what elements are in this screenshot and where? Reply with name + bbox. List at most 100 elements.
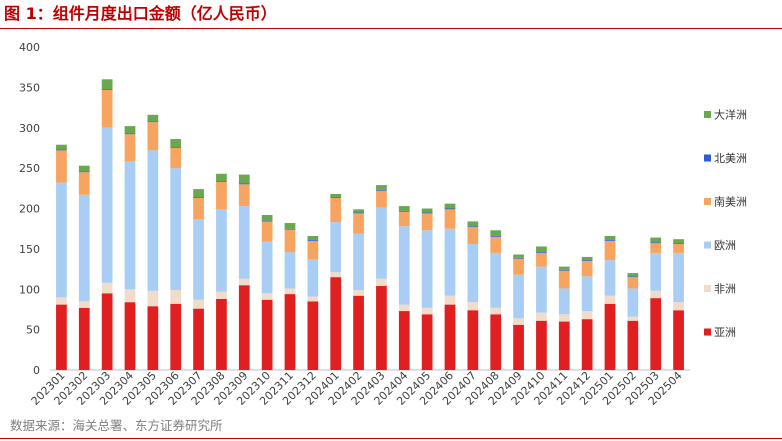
bar-segment-欧洲 [216, 209, 227, 292]
bar-segment-南美洲 [330, 198, 342, 223]
bar-segment-北美洲 [673, 243, 684, 245]
bar-segment-亚洲 [284, 294, 296, 370]
bar-segment-北美洲 [78, 171, 90, 173]
bar-stack-202504 [673, 239, 684, 370]
bar-segment-欧洲 [421, 230, 433, 308]
bar-segment-大洋洲 [101, 79, 113, 89]
bar-segment-欧洲 [147, 150, 159, 291]
bar-segment-亚洲 [193, 308, 204, 370]
bar-segment-南美洲 [490, 236, 502, 253]
bar-segment-欧洲 [673, 252, 684, 303]
bar-segment-非洲 [558, 314, 570, 322]
bar-segment-北美洲 [467, 226, 479, 228]
bar-stack-202402 [353, 209, 364, 370]
bar-segment-非洲 [170, 290, 182, 304]
bar-segment-欧洲 [650, 252, 662, 291]
bar-stack-202304 [124, 126, 136, 370]
bar-stack-202305 [147, 114, 159, 370]
bar-segment-非洲 [78, 301, 90, 308]
bar-stack-202310 [261, 214, 273, 370]
bar-segment-北美洲 [650, 242, 662, 244]
bar-segment-大洋洲 [650, 237, 662, 243]
bar-segment-南美洲 [467, 227, 479, 245]
bar-segment-大洋洲 [124, 126, 136, 134]
bar-stack-202303 [101, 79, 113, 370]
bar-segment-大洋洲 [284, 223, 296, 229]
bar-segment-大洋洲 [467, 221, 479, 227]
bar-segment-非洲 [261, 293, 273, 300]
bar-segment-北美洲 [627, 276, 639, 278]
bar-segment-北美洲 [124, 133, 136, 135]
bar-stack-202306 [170, 139, 182, 370]
bar-segment-大洋洲 [513, 254, 524, 258]
bar-segment-欧洲 [581, 276, 593, 312]
bar-segment-非洲 [216, 291, 227, 299]
legend-item-欧洲: 欧洲 [704, 239, 736, 252]
bar-segment-南美洲 [284, 229, 296, 253]
bar-segment-南美洲 [56, 150, 67, 183]
bar-stack-202312 [307, 235, 319, 370]
bar-segment-亚洲 [216, 298, 227, 370]
bar-segment-大洋洲 [261, 214, 273, 221]
bar-segment-大洋洲 [56, 144, 67, 150]
bar-stack-202311 [284, 223, 296, 370]
bar-segment-南美洲 [536, 252, 547, 267]
bar-segment-欧洲 [513, 274, 524, 319]
bar-segment-南美洲 [398, 211, 410, 227]
bar-segment-南美洲 [124, 134, 136, 162]
bar-segment-北美洲 [536, 252, 547, 253]
bar-stack-202501 [604, 235, 616, 370]
bar-segment-欧洲 [124, 161, 136, 290]
bar-segment-亚洲 [490, 314, 502, 370]
bar-segment-欧洲 [307, 259, 319, 297]
legend-item-非洲: 非洲 [704, 283, 736, 296]
bar-segment-南美洲 [673, 244, 684, 253]
bar-segment-非洲 [513, 318, 524, 325]
bar-segment-北美洲 [147, 121, 159, 123]
y-tick-label: 150 [19, 243, 40, 256]
bar-segment-北美洲 [193, 197, 204, 198]
bar-segment-大洋洲 [536, 246, 547, 253]
bar-segment-亚洲 [170, 303, 182, 370]
y-axis: 0 50 100 150 200 250 300 350 400 [19, 41, 40, 377]
bar-segment-大洋洲 [376, 185, 387, 190]
legend-label: 大洋洲 [714, 108, 747, 122]
bar-segment-南美洲 [558, 270, 570, 289]
y-tick-label: 0 [33, 364, 40, 377]
bar-segment-亚洲 [444, 304, 456, 370]
bar-segment-北美洲 [307, 239, 319, 241]
bar-segment-欧洲 [56, 182, 67, 298]
bar-segment-北美洲 [376, 189, 387, 191]
bar-segment-大洋洲 [238, 174, 250, 184]
bar-stack-202412 [581, 256, 593, 370]
bar-segment-大洋洲 [216, 173, 227, 182]
bar-stack-202403 [376, 185, 387, 370]
footer-divider [0, 438, 782, 439]
legend-label: 南美洲 [714, 196, 747, 209]
bar-stack-202409 [513, 254, 524, 370]
legend-swatch [704, 241, 711, 249]
bar-segment-大洋洲 [78, 165, 90, 172]
bar-segment-非洲 [604, 295, 616, 304]
bar-segment-北美洲 [330, 197, 342, 198]
bar-segment-欧洲 [170, 168, 182, 291]
bar-stack-202308 [216, 173, 227, 370]
bar-segment-亚洲 [238, 285, 250, 370]
bar-segment-亚洲 [147, 306, 159, 370]
bar-segment-亚洲 [376, 286, 387, 370]
bar-segment-亚洲 [124, 302, 136, 370]
bar-segment-大洋洲 [444, 203, 456, 209]
bar-segment-亚洲 [330, 277, 342, 370]
bar-segment-非洲 [673, 302, 684, 311]
y-tick-label: 300 [19, 122, 40, 135]
bar-segment-非洲 [238, 278, 250, 286]
bar-segment-欧洲 [627, 288, 639, 317]
bar-segment-非洲 [467, 302, 479, 311]
bar-segment-非洲 [376, 278, 387, 287]
title-divider [0, 28, 782, 29]
bar-segment-大洋洲 [627, 273, 639, 277]
legend-item-南美洲: 南美洲 [704, 196, 747, 209]
bar-segment-大洋洲 [398, 206, 410, 211]
